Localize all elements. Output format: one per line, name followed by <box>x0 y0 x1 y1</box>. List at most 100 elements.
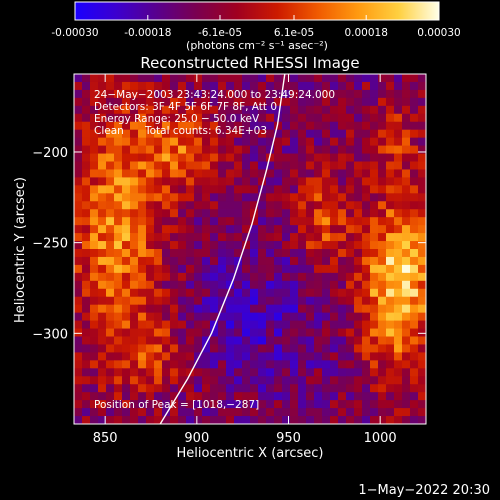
heatmap-cell <box>258 81 267 91</box>
heatmap-cell <box>386 153 395 163</box>
heatmap-cell <box>218 97 227 107</box>
heatmap-cell <box>82 400 91 409</box>
heatmap-cell <box>82 280 91 290</box>
heatmap-cell <box>258 161 267 171</box>
heatmap-cell <box>194 408 203 417</box>
heatmap-cell <box>114 360 123 369</box>
heatmap-cell <box>354 416 363 424</box>
heatmap-cell <box>370 81 379 91</box>
heatmap-cell <box>186 193 195 202</box>
heatmap-cell <box>114 416 123 424</box>
heatmap-cell <box>170 217 179 226</box>
heatmap-cell <box>402 320 411 330</box>
heatmap-cell <box>322 209 331 218</box>
heatmap-cell <box>330 225 339 234</box>
heatmap-cell <box>250 145 259 155</box>
annotation-block: 24−May−2003 23:43:24.000 to 23:49:24.000… <box>94 89 335 411</box>
heatmap-cell <box>186 209 195 218</box>
heatmap-cell <box>266 304 275 314</box>
heatmap-cell <box>370 408 379 417</box>
heatmap-cell <box>346 241 355 250</box>
heatmap-cell <box>330 89 339 99</box>
heatmap-cell <box>314 272 323 282</box>
heatmap-cell <box>298 352 307 361</box>
heatmap-cell <box>106 344 115 353</box>
heatmap-cell <box>74 113 83 123</box>
heatmap-cell <box>402 193 411 202</box>
colorbar-gradient <box>74 1 440 21</box>
heatmap-cell <box>186 217 195 226</box>
heatmap-cell <box>218 312 227 322</box>
heatmap-cell <box>98 105 107 115</box>
heatmap-cell <box>154 360 163 369</box>
heatmap-cell <box>226 97 235 107</box>
heatmap-cell <box>402 185 411 194</box>
heatmap-cell <box>202 392 211 401</box>
heatmap-cell <box>178 344 187 353</box>
heatmap-cell <box>122 408 131 417</box>
heatmap-cell <box>82 416 91 424</box>
heatmap-cell <box>386 81 395 91</box>
heatmap-cell <box>226 360 235 369</box>
heatmap-cell <box>242 352 251 361</box>
heatmap-cell <box>82 264 91 274</box>
heatmap-cell <box>226 352 235 361</box>
heatmap-cell <box>338 408 347 417</box>
heatmap-cell <box>122 256 131 266</box>
heatmap-cell <box>290 105 299 115</box>
heatmap-cell <box>402 249 411 258</box>
heatmap-cell <box>346 336 355 346</box>
heatmap-cell <box>90 113 99 123</box>
heatmap-cell <box>314 384 323 393</box>
heatmap-cell <box>210 241 219 250</box>
heatmap-cell <box>106 336 115 346</box>
heatmap-cell <box>106 408 115 417</box>
heatmap-cell <box>394 360 403 369</box>
heatmap-cell <box>362 312 371 322</box>
heatmap-cell <box>346 368 355 377</box>
heatmap-cell <box>410 233 419 242</box>
heatmap-cell <box>98 272 107 282</box>
heatmap-cell <box>250 137 259 147</box>
heatmap-cell <box>258 368 267 377</box>
x-tick-label: 1000 <box>364 431 397 446</box>
heatmap-cell <box>98 225 107 234</box>
heatmap-cell <box>314 137 323 147</box>
heatmap-cell <box>362 74 371 83</box>
heatmap-cell <box>138 153 147 163</box>
heatmap-cell <box>210 217 219 226</box>
heatmap-cell <box>106 145 115 155</box>
heatmap-cell <box>178 264 187 274</box>
heatmap-cell <box>250 336 259 346</box>
heatmap-cell <box>298 81 307 91</box>
heatmap-cell <box>402 368 411 377</box>
heatmap-cell <box>130 368 139 377</box>
heatmap-cell <box>290 352 299 361</box>
heatmap-cell <box>338 344 347 353</box>
heatmap-cell <box>314 344 323 353</box>
heatmap-cell <box>162 193 171 202</box>
heatmap-cell <box>322 304 331 314</box>
heatmap-cell <box>370 169 379 178</box>
heatmap-cell <box>330 97 339 107</box>
heatmap-cell <box>250 368 259 377</box>
heatmap-cell <box>362 241 371 250</box>
heatmap-cell <box>90 217 99 226</box>
heatmap-cell <box>202 74 211 83</box>
heatmap-cell <box>274 320 283 330</box>
heatmap-cell <box>146 352 155 361</box>
heatmap-cell <box>250 400 259 409</box>
heatmap-cell <box>178 137 187 147</box>
heatmap-cell <box>298 408 307 417</box>
heatmap-cell <box>266 392 275 401</box>
heatmap-cell <box>314 312 323 322</box>
heatmap-cell <box>378 217 387 226</box>
heatmap-cell <box>178 161 187 171</box>
heatmap-cell <box>378 97 387 107</box>
colorbar-tick-label: -0.00030 <box>51 27 98 39</box>
heatmap-cell <box>186 400 195 409</box>
heatmap-cell <box>170 201 179 210</box>
heatmap-cell <box>138 392 147 401</box>
heatmap-cell <box>354 249 363 258</box>
heatmap-cell <box>90 328 99 338</box>
